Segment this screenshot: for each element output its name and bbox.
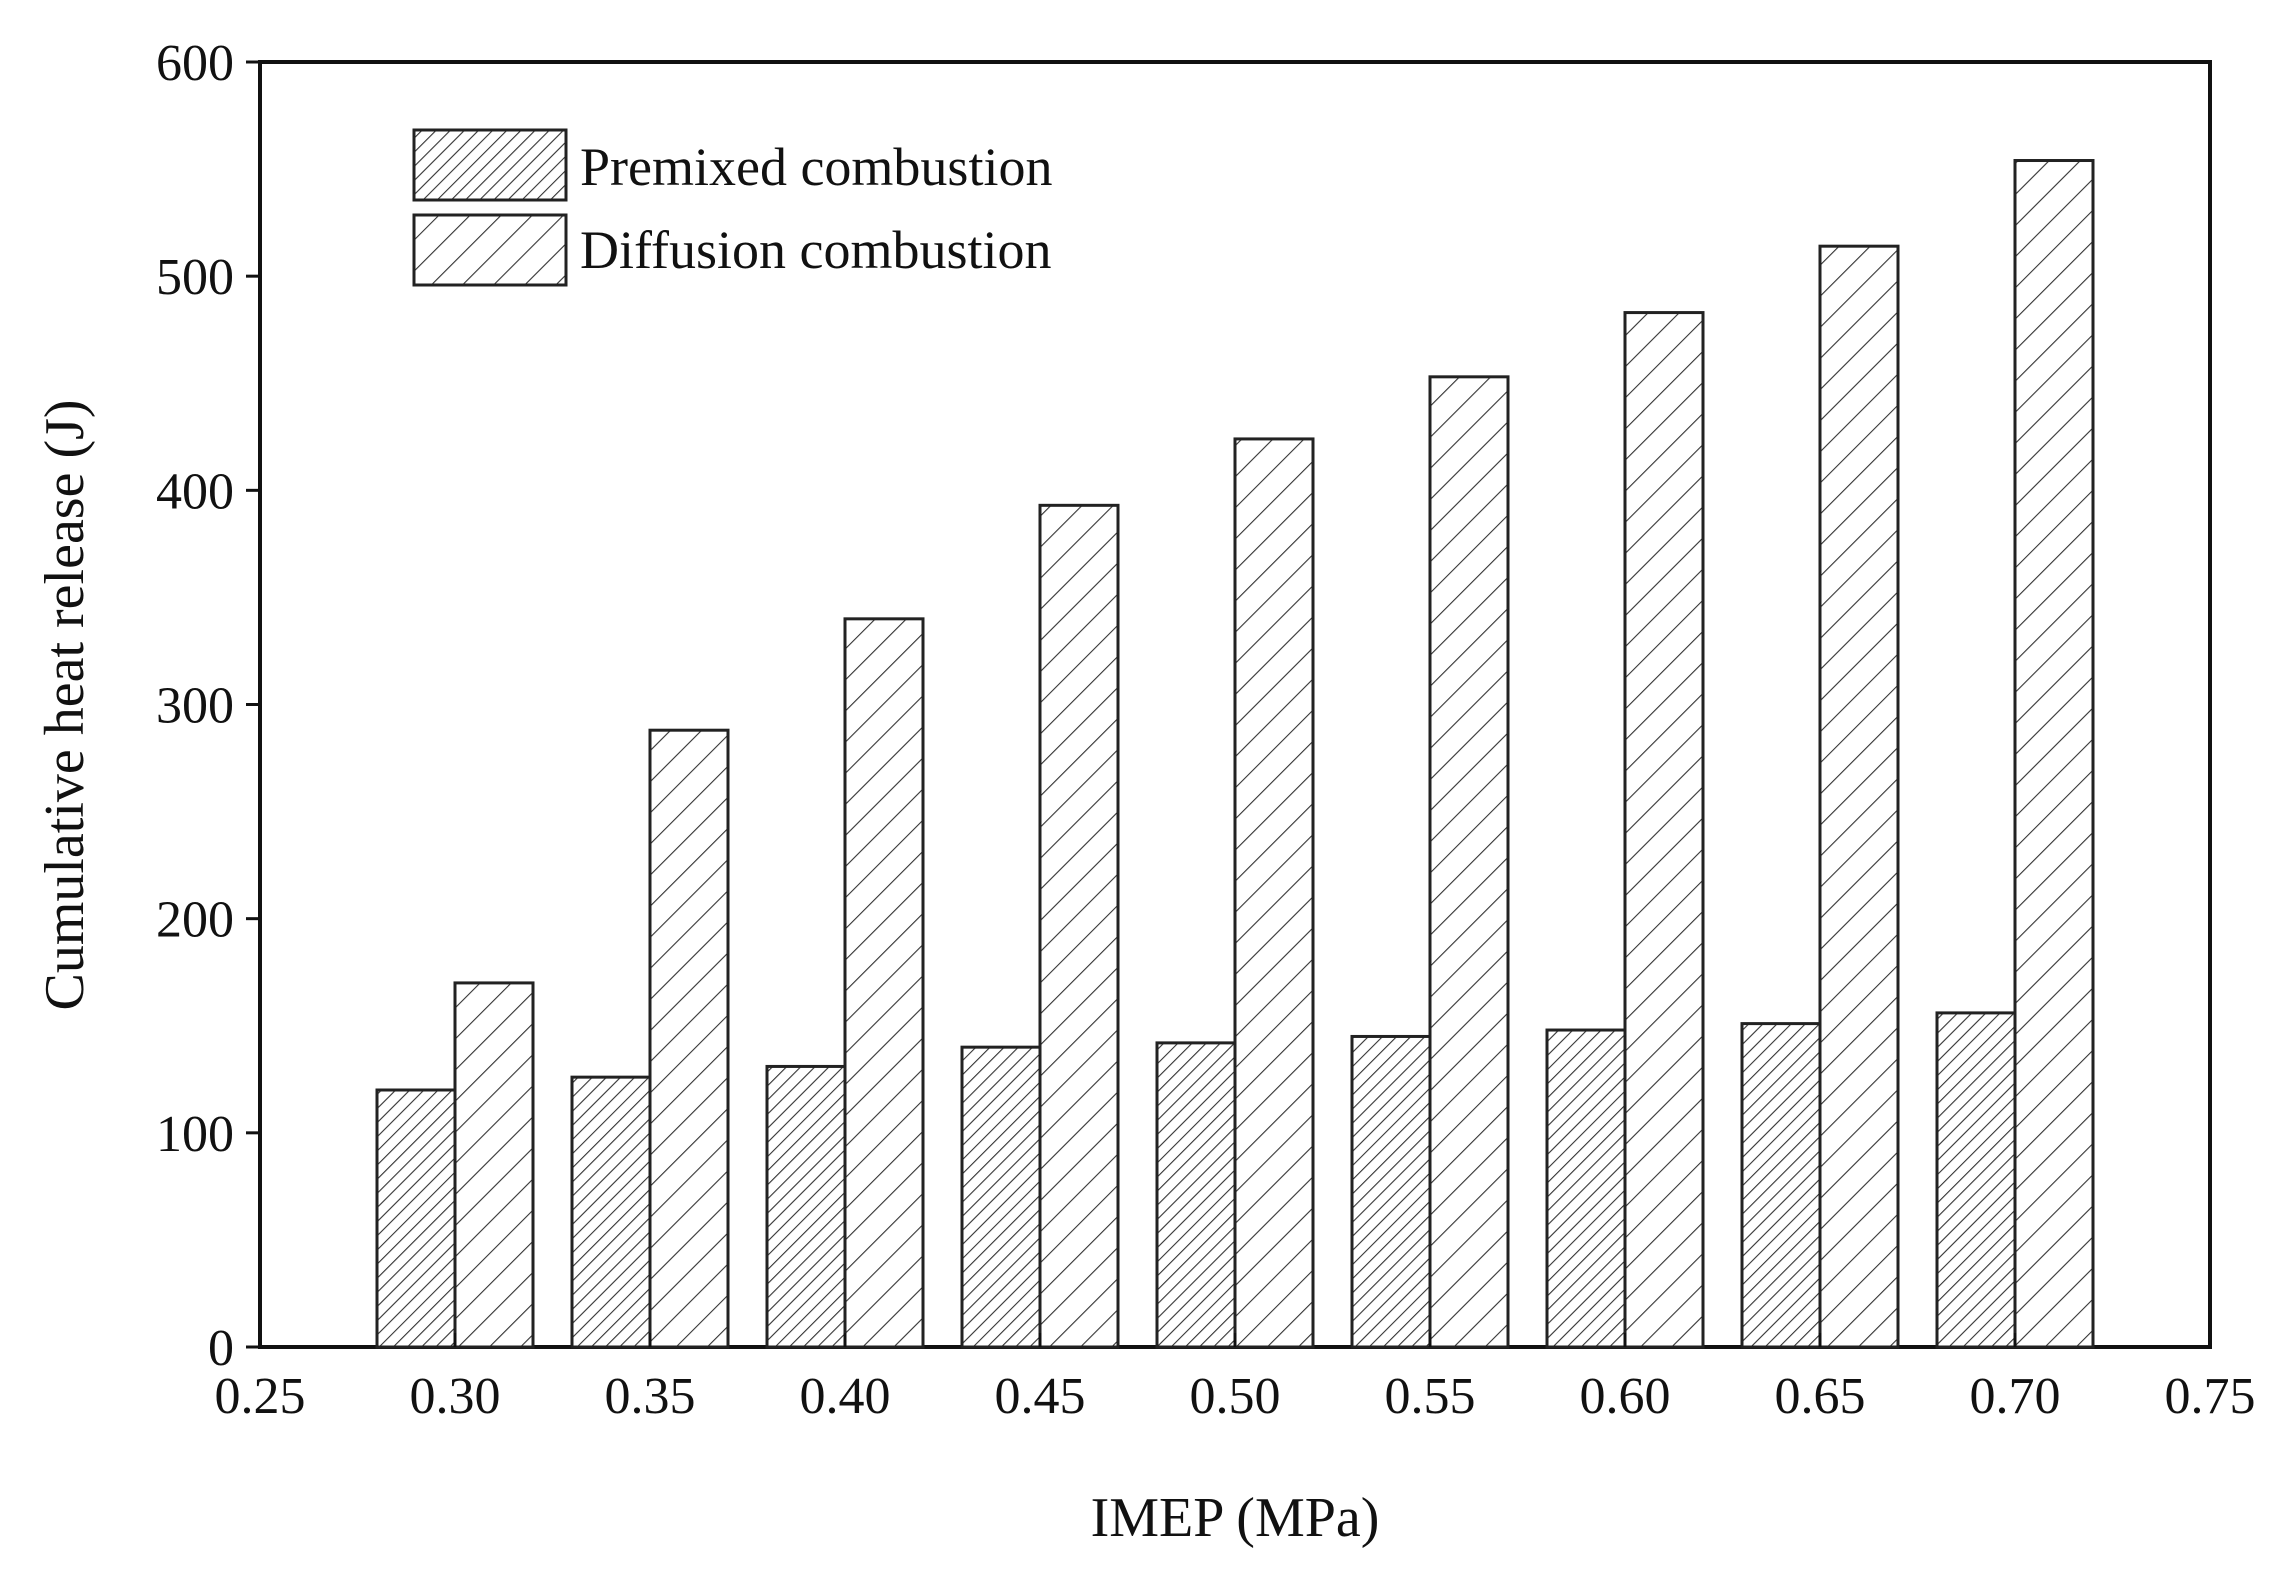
bar-premixed-0.45	[960, 1045, 1042, 1349]
bar-diffusion-0.65	[1818, 244, 1900, 1349]
legend-swatch-diffusion	[412, 213, 568, 287]
bar-diffusion-0.60	[1623, 311, 1705, 1349]
y-tick-label: 0	[208, 1320, 234, 1377]
y-tick-label: 100	[156, 1106, 234, 1163]
x-axis-title: IMEP (MPa)	[1091, 1487, 1380, 1549]
bar-premixed-0.60	[1545, 1028, 1627, 1349]
bar-premixed-0.65	[1740, 1022, 1822, 1349]
bar-premixed-0.55	[1350, 1034, 1432, 1349]
x-tick-label: 0.70	[1970, 1368, 2061, 1425]
x-tick-label: 0.25	[215, 1368, 306, 1425]
bar-diffusion-0.30	[453, 981, 535, 1349]
x-tick-label: 0.35	[605, 1368, 696, 1425]
x-tick-label: 0.75	[2165, 1368, 2256, 1425]
x-tick-label: 0.30	[410, 1368, 501, 1425]
y-axis-title: Cumulative heat release (J)	[34, 399, 96, 1010]
legend-label-diffusion: Diffusion combustion	[580, 220, 1052, 280]
y-tick-label: 200	[156, 892, 234, 949]
bar-diffusion-0.50	[1233, 437, 1315, 1349]
bar-premixed-0.40	[765, 1064, 847, 1349]
x-tick-label: 0.65	[1775, 1368, 1866, 1425]
y-tick-label: 500	[156, 249, 234, 306]
bar-diffusion-0.70	[2013, 159, 2095, 1349]
bar-premixed-0.50	[1155, 1041, 1237, 1349]
x-tick-label: 0.60	[1580, 1368, 1671, 1425]
legend-label-premixed: Premixed combustion	[580, 137, 1052, 197]
bar-diffusion-0.40	[843, 617, 925, 1349]
bar-diffusion-0.55	[1428, 375, 1510, 1349]
x-tick-label: 0.45	[995, 1368, 1086, 1425]
x-tick-label: 0.55	[1385, 1368, 1476, 1425]
ticks-group: 0.25 0.30 0.35 0.40 0.45 0.50 0.55 0.60 0.65 0.70…	[156, 35, 2256, 1425]
y-tick-label: 300	[156, 678, 234, 735]
x-tick-label: 0.50	[1190, 1368, 1281, 1425]
legend: Premixed combustion Diffusion combustion	[412, 128, 1052, 287]
bar-diffusion-0.35	[648, 728, 730, 1349]
y-tick-label: 400	[156, 463, 234, 520]
legend-swatch-premixed	[412, 128, 568, 202]
bar-premixed-0.70	[1935, 1011, 2017, 1349]
bar-premixed-0.30	[375, 1088, 457, 1349]
bar-diffusion-0.45	[1038, 503, 1120, 1349]
bars-group	[375, 159, 2095, 1349]
bar-premixed-0.35	[570, 1075, 652, 1349]
y-tick-label: 600	[156, 35, 234, 92]
x-tick-label: 0.40	[800, 1368, 891, 1425]
